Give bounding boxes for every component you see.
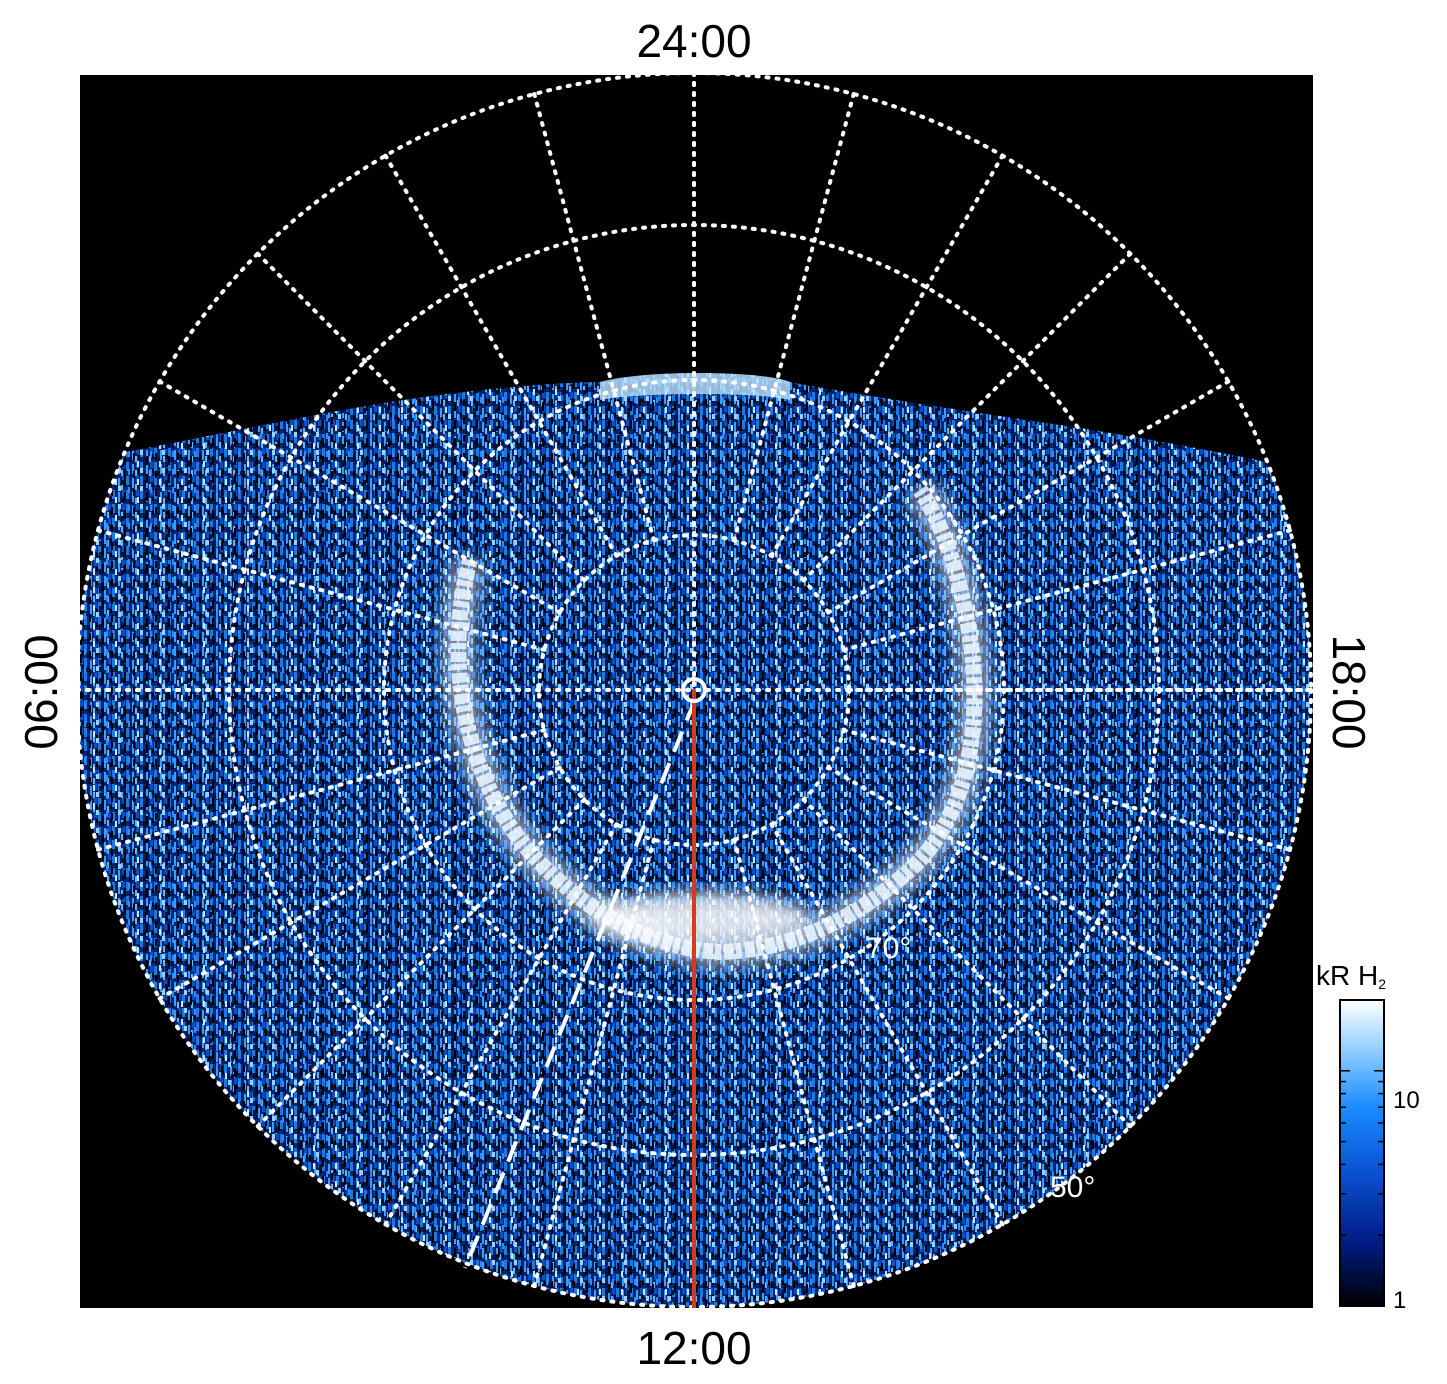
meridian-line-13 — [532, 837, 656, 1288]
meridian-line-17 — [96, 728, 547, 852]
meridian-line-9 — [801, 797, 1133, 1129]
local-time-label-right: 18:00 — [1323, 634, 1375, 749]
meridian-line-1 — [732, 92, 856, 543]
meridian-line-10 — [769, 822, 1005, 1227]
meridian-line-20 — [157, 379, 562, 615]
local-time-label-left: 06:00 — [15, 634, 67, 749]
meridian-line-21 — [255, 251, 587, 583]
meridian-line-3 — [801, 251, 1133, 583]
latitude-circle-70 — [382, 378, 1006, 1002]
meridian-line-11 — [732, 837, 856, 1288]
latitude-label-50: 50° — [1050, 1171, 1095, 1204]
meridian-line-19 — [96, 528, 547, 652]
meridian-line-23 — [532, 92, 656, 543]
local-time-label-bottom: 12:00 — [636, 1322, 751, 1374]
pole-marker — [681, 677, 707, 703]
colorbar-title: kR H2 — [1316, 960, 1386, 992]
meridian-grid — [80, 75, 1313, 1308]
colorbar-tick-label-1: 1 — [1393, 1287, 1406, 1314]
meridian-line-16 — [157, 765, 562, 1001]
meridian-line-4 — [826, 379, 1231, 615]
meridian-line-8 — [826, 765, 1231, 1001]
colorbar-gradient — [1339, 999, 1385, 1307]
meridian-line-14 — [383, 822, 619, 1227]
meridian-line-5 — [841, 528, 1292, 652]
dashed-boundary-line — [463, 699, 697, 1269]
colorbar-tick-label-10: 10 — [1393, 1087, 1420, 1114]
colorbar-title-subscript: 2 — [1378, 976, 1386, 992]
colorbar-minor-ticks — [1340, 999, 1384, 1307]
colorbar: kR H2 10 1 — [1316, 960, 1420, 1314]
local-time-label-top: 24:00 — [636, 15, 751, 67]
meridian-line-7 — [841, 728, 1292, 852]
meridian-line-22 — [383, 153, 619, 558]
meridian-line-2 — [769, 153, 1005, 558]
latitude-label-70: 70° — [866, 932, 911, 965]
meridian-line-15 — [255, 797, 587, 1129]
